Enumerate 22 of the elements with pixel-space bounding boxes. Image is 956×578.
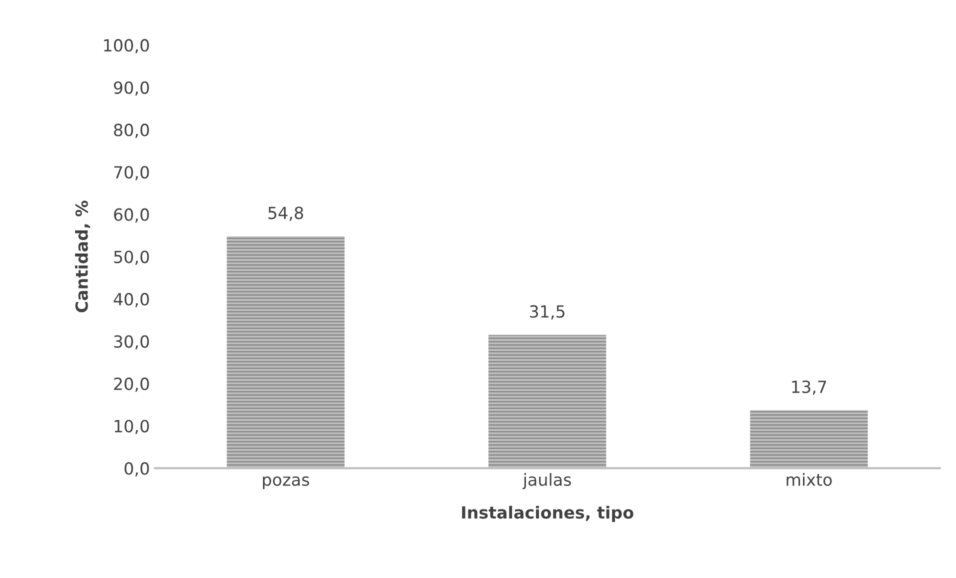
y-tick-label: 50,0	[114, 250, 149, 265]
y-tick-label: 90,0	[114, 81, 149, 96]
data-label: 13,7	[792, 380, 826, 395]
bar	[488, 334, 606, 468]
x-tick-label: mixto	[786, 473, 832, 486]
data-label: 54,8	[268, 206, 304, 221]
bar	[226, 236, 345, 468]
y-tick-label: 30,0	[114, 335, 149, 350]
y-tick-label: 80,0	[114, 124, 149, 138]
x-tick-label: pozas	[262, 476, 310, 490]
y-tick-label: 70,0	[114, 166, 149, 180]
x-tick-label: jaulas	[522, 473, 571, 490]
y-tick-label: 100,0	[104, 39, 149, 54]
bar	[750, 410, 868, 468]
y-tick-label: 60,0	[114, 208, 149, 223]
y-tick-label: 10,0	[114, 420, 149, 434]
y-tick-label: 0,0	[124, 462, 149, 476]
data-label: 31,5	[530, 305, 564, 320]
y-axis-title: Cantidad, %	[75, 200, 90, 312]
y-tick-label: 40,0	[114, 292, 149, 308]
x-axis-title: Instalaciones, tipo	[462, 506, 634, 522]
y-tick-label: 20,0	[114, 378, 149, 392]
